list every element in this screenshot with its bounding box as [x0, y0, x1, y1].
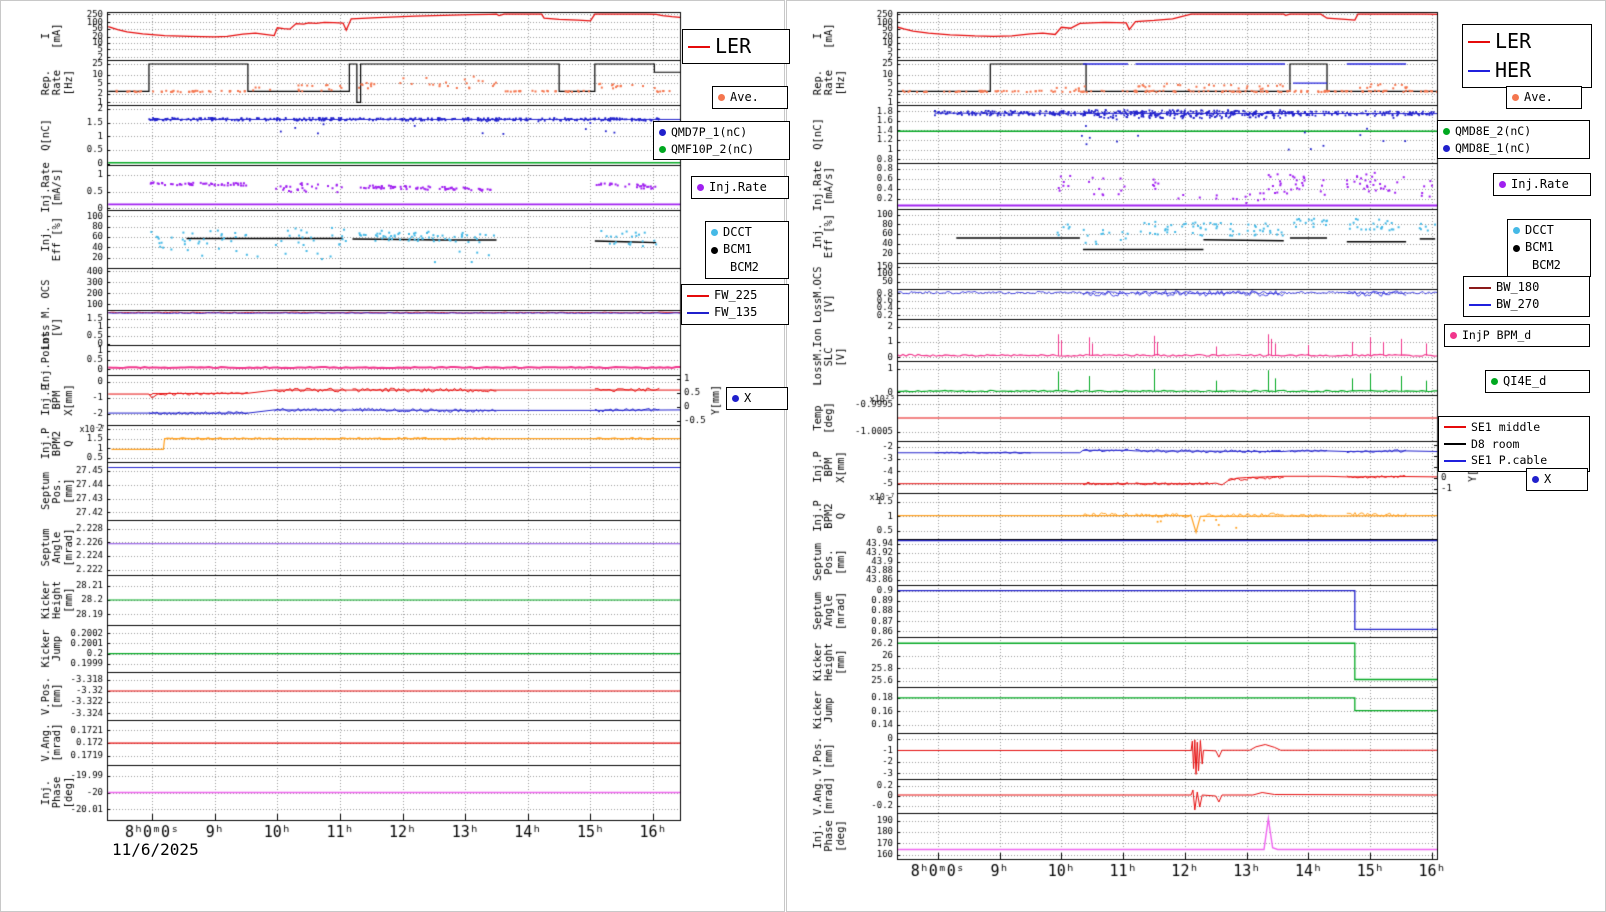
legend-injrate: Inj.Rate — [691, 176, 789, 200]
legend-entry-label: LER — [715, 34, 752, 58]
legend-entry-label: BCM2 — [1532, 257, 1561, 272]
dot-marker — [1443, 127, 1450, 135]
line-marker — [687, 294, 709, 297]
legend-injp-bpm-d: InjP BPM_d — [1444, 324, 1590, 347]
legend-entry-label: SE1 P.cable — [1471, 453, 1548, 468]
legend-entry-label: SE1 middle — [1471, 420, 1541, 434]
legend-temp: SE1 middle D8 room SE1 P.cable — [1438, 416, 1590, 473]
dot-marker — [732, 395, 739, 403]
legend-entry-label: DCCT — [1525, 223, 1554, 237]
dot-marker — [659, 128, 666, 136]
line-marker — [1468, 40, 1490, 43]
dot-marker — [1513, 264, 1527, 266]
legend-entry-label: X — [744, 391, 752, 405]
legend-entry-label: BW_270 — [1496, 297, 1540, 312]
dot-marker — [1532, 476, 1539, 484]
line-marker — [688, 45, 710, 48]
dot-marker — [1512, 94, 1519, 102]
legend-entry-label: FW_135 — [714, 305, 758, 320]
dot-marker — [711, 266, 725, 268]
dot-marker — [1499, 181, 1506, 189]
dot-marker — [1491, 378, 1498, 386]
dot-marker — [659, 145, 666, 153]
line-marker — [1444, 426, 1466, 429]
legend-entry-label: BW_180 — [1496, 280, 1540, 294]
legend-entry-label: LER — [1495, 29, 1532, 53]
legend-entry-label: Inj.Rate — [1511, 177, 1569, 191]
legend-entry-label: FW_225 — [714, 288, 758, 302]
legend-charge: QMD7P_1(nC) QMF10P_2(nC) — [653, 121, 790, 161]
legend-entry-label: InjP BPM_d — [1462, 328, 1532, 342]
legend-entry-label: QI4E_d — [1503, 374, 1547, 388]
dot-marker — [711, 229, 718, 237]
date-label: 11/6/2025 — [112, 840, 199, 859]
legend-ave: Ave. — [712, 86, 788, 110]
line-marker — [687, 312, 709, 315]
line-marker — [1469, 286, 1491, 289]
line-marker — [1444, 459, 1466, 462]
legend-eff: DCCT BCM1 BCM2 — [705, 221, 789, 280]
dot-marker — [718, 94, 725, 102]
legend-entry-label: D8 room — [1471, 436, 1520, 451]
legend-entry-label: HER — [1495, 58, 1532, 82]
legend-entry-label: QMF10P_2(nC) — [671, 141, 755, 156]
legend-entry-label: Ave. — [1524, 90, 1553, 104]
legend-entry-label: BCM2 — [730, 259, 759, 274]
legend-entry-label: Inj.Rate — [709, 180, 767, 194]
legend-entry-label: Ave. — [730, 90, 759, 104]
line-marker — [1468, 69, 1490, 72]
dot-marker — [1443, 144, 1450, 152]
legend-ave: Ave. — [1506, 86, 1582, 110]
legend-entry-label: DCCT — [723, 225, 752, 239]
legend-entry-label: BCM1 — [1525, 240, 1554, 255]
legend-injrate: Inj.Rate — [1493, 173, 1591, 197]
legend-charge: QMD8E_2(nC) QMD8E_1(nC) — [1437, 120, 1590, 160]
legend-bpm-x: X — [726, 387, 788, 411]
legend-entry-label: QMD8E_1(nC) — [1455, 140, 1532, 155]
line-marker — [1444, 443, 1466, 445]
line-marker — [1469, 304, 1491, 307]
dot-marker — [711, 246, 718, 254]
dot-marker — [1513, 227, 1520, 235]
legend-ler-her: LER HER — [1462, 24, 1592, 88]
dot-marker — [1450, 331, 1457, 339]
legend-bw: BW_180 BW_270 — [1463, 276, 1590, 317]
legend-entry-label: QMD7P_1(nC) — [671, 125, 748, 139]
dot-marker — [697, 184, 704, 192]
legend-ler: LER — [682, 29, 790, 64]
dot-marker — [1513, 244, 1520, 252]
legend-entry-label: BCM1 — [723, 242, 752, 257]
legend-lossm: FW_225 FW_135 — [681, 284, 789, 325]
legend-bpm-x: X — [1526, 468, 1588, 492]
legend-entry-label: X — [1544, 472, 1552, 486]
legend-qi4e-d: QI4E_d — [1485, 370, 1590, 394]
legend-entry-label: QMD8E_2(nC) — [1455, 124, 1532, 138]
legend-eff: DCCT BCM1 BCM2 — [1507, 219, 1591, 278]
